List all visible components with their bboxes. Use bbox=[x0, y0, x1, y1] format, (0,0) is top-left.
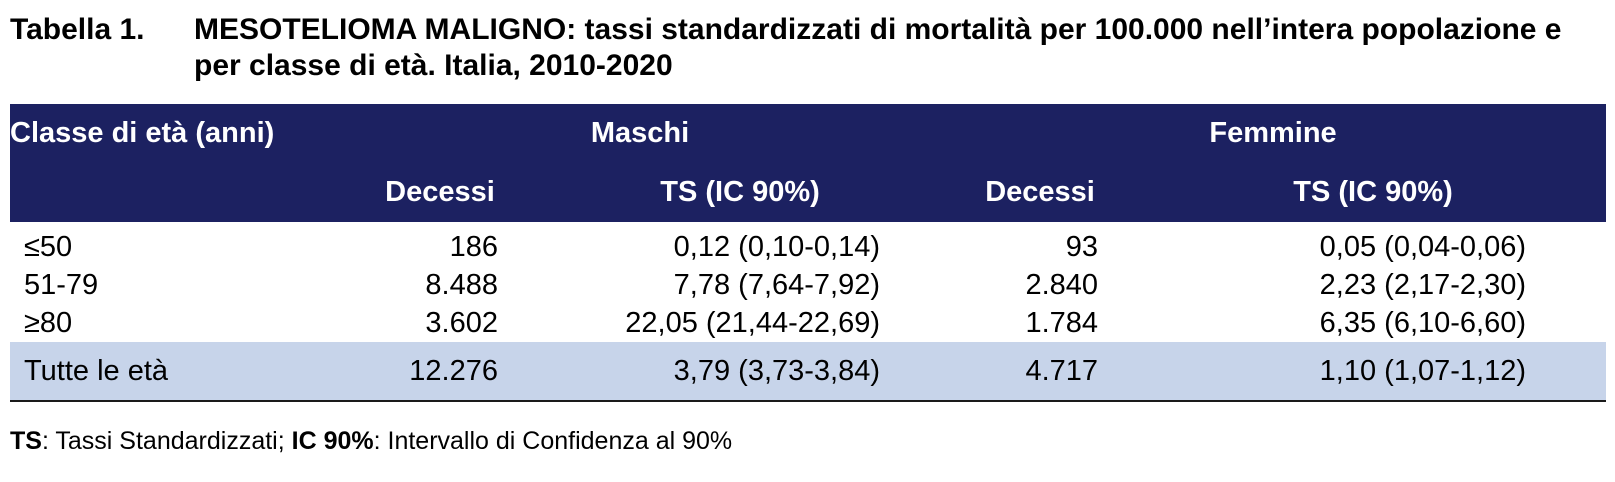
female-deaths-cell: 93 bbox=[1065, 230, 1099, 263]
male-ts-header: TS (IC 90%) bbox=[660, 175, 820, 208]
table-row: ≤50 186 0,12 (0,10-0,14) 93 0,05 (0,04-0… bbox=[10, 222, 1606, 266]
data-table: Classe di età (anni) Maschi Femmine Dece… bbox=[10, 104, 1607, 402]
male-ts-cell: 22,05 (21,44-22,69) bbox=[625, 306, 881, 339]
age-cell: ≤50 bbox=[24, 230, 73, 263]
age-cell: 51-79 bbox=[24, 268, 99, 301]
table-row: ≥80 3.602 22,05 (21,44-22,69) 1.784 6,35… bbox=[10, 304, 1606, 342]
table-row: 51-79 8.488 7,78 (7,64-7,92) 2.840 2,23 … bbox=[10, 266, 1606, 304]
total-female-deaths-cell: 4.717 bbox=[940, 342, 1141, 402]
footnote-ts-text: : Tassi Standardizzati; bbox=[41, 427, 292, 455]
female-ts-cell: 6,35 (6,10-6,60) bbox=[1319, 306, 1527, 339]
female-deaths-cell: 1.784 bbox=[1025, 306, 1099, 339]
age-class-header: Classe di età (anni) bbox=[10, 116, 275, 149]
total-female-ts-cell: 1,10 (1,07-1,12) bbox=[1140, 342, 1607, 402]
male-deaths-cell: 186 bbox=[449, 230, 498, 263]
table-number: Tabella 1. bbox=[10, 13, 145, 46]
female-ts-header: TS (IC 90%) bbox=[1293, 175, 1453, 208]
table-caption: MESOTELIOMA MALIGNO: tassi standardizzat… bbox=[194, 13, 1562, 82]
table-footnote: TS: Tassi Standardizzati; IC 90%: Interv… bbox=[10, 426, 732, 456]
female-group-header: Femmine bbox=[1209, 116, 1337, 149]
footnote-ic-text: : Intervallo di Confidenza al 90% bbox=[373, 427, 733, 455]
male-deaths-cell: 3.602 bbox=[425, 306, 498, 339]
total-age-cell: Tutte le età bbox=[10, 342, 340, 402]
male-ts-cell: 7,78 (7,64-7,92) bbox=[673, 268, 881, 301]
total-male-ts-cell: 3,79 (3,73-3,84) bbox=[540, 342, 941, 402]
female-ts-cell: 0,05 (0,04-0,06) bbox=[1319, 230, 1527, 263]
age-cell: ≥80 bbox=[24, 306, 73, 339]
total-male-deaths-cell: 12.276 bbox=[340, 342, 540, 402]
female-ts-cell: 2,23 (2,17-2,30) bbox=[1319, 268, 1527, 301]
header-row-subcolumns: Decessi TS (IC 90%) Decessi TS (IC 90%) bbox=[10, 162, 1607, 222]
table-title: Tabella 1. MESOTELIOMA MALIGNO: tassi st… bbox=[10, 12, 1600, 84]
empty-header-cell bbox=[10, 162, 340, 222]
table-body: ≤50 186 0,12 (0,10-0,14) 93 0,05 (0,04-0… bbox=[10, 222, 1607, 402]
footnote-ic-abbr: IC 90% bbox=[291, 427, 374, 455]
female-deaths-cell: 2.840 bbox=[1025, 268, 1099, 301]
total-row: Tutte le età 12.276 3,79 (3,73-3,84) 4.7… bbox=[10, 342, 1607, 402]
male-deaths-cell: 8.488 bbox=[425, 268, 498, 301]
female-deaths-header: Decessi bbox=[985, 175, 1095, 208]
male-ts-cell: 0,12 (0,10-0,14) bbox=[673, 230, 881, 263]
header-row-groups: Classe di età (anni) Maschi Femmine bbox=[10, 104, 1607, 162]
mortality-table: Classe di età (anni) Maschi Femmine Dece… bbox=[10, 104, 1607, 402]
male-group-header: Maschi bbox=[590, 116, 690, 149]
male-deaths-header: Decessi bbox=[385, 175, 495, 208]
footnote-ts-abbr: TS bbox=[10, 427, 42, 455]
table-header: Classe di età (anni) Maschi Femmine Dece… bbox=[10, 104, 1607, 222]
